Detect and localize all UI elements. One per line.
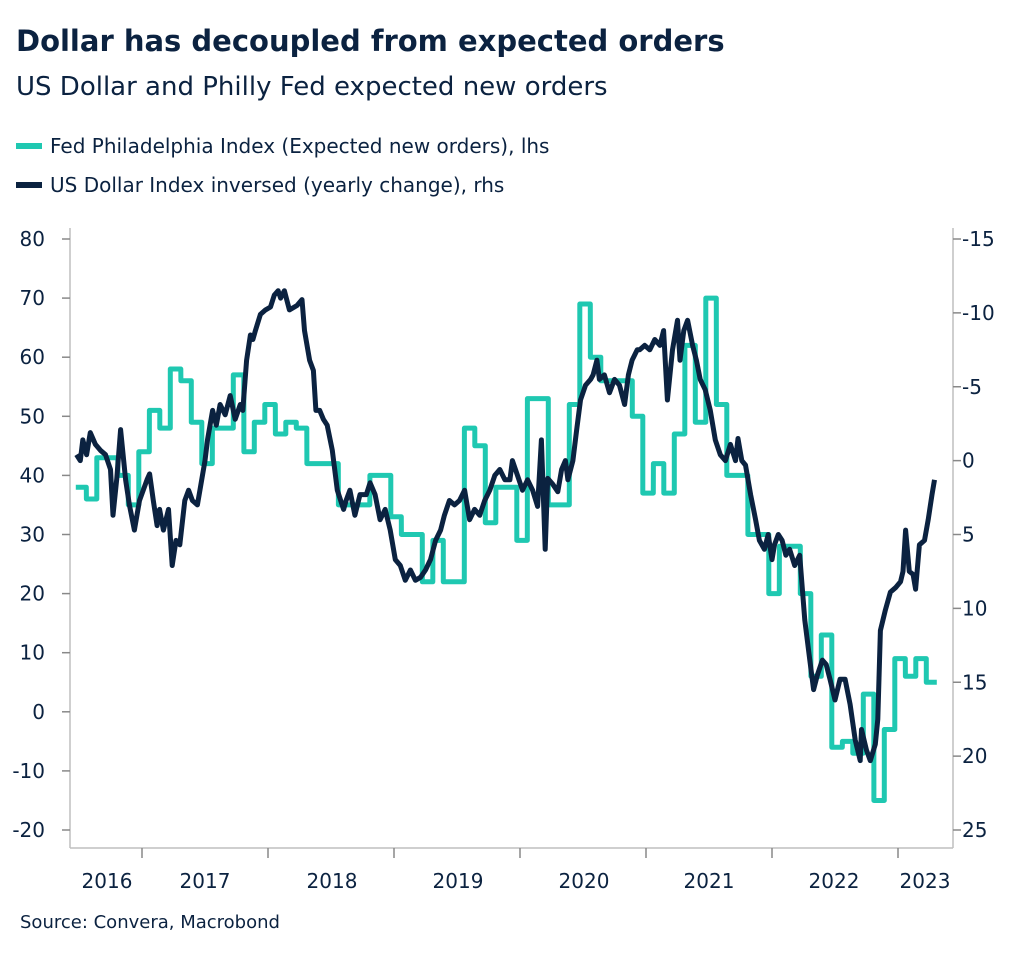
- right-tick-label: 25: [962, 818, 987, 842]
- left-tick-label: 0: [32, 700, 45, 724]
- x-tick-label: 2022: [809, 869, 860, 893]
- legend-label-dollar: US Dollar Index inversed (yearly change)…: [50, 173, 505, 197]
- right-tick-label: -10: [962, 301, 995, 325]
- left-tick-label: 30: [20, 523, 45, 547]
- legend-swatch-dollar: [16, 182, 42, 188]
- x-tick-label: 2023: [900, 869, 951, 893]
- chart-title: Dollar has decoupled from expected order…: [16, 24, 725, 58]
- right-tick-label: 20: [962, 744, 987, 768]
- right-tick-label: 0: [962, 449, 975, 473]
- series-line-us-dollar: [74, 288, 937, 764]
- left-tick-label: 10: [20, 641, 45, 665]
- right-tick-label: 15: [962, 670, 987, 694]
- left-tick-label: 60: [20, 345, 45, 369]
- left-tick-label: 50: [20, 404, 45, 428]
- x-tick-label: 2019: [433, 869, 484, 893]
- legend-item-philly: Fed Philadelphia Index (Expected new ord…: [16, 134, 549, 158]
- left-tick-label: 80: [20, 227, 45, 251]
- x-tick-label: 2020: [559, 869, 610, 893]
- right-tick-label: 10: [962, 596, 987, 620]
- x-tick-label: 2021: [684, 869, 735, 893]
- right-tick-label: -5: [962, 375, 982, 399]
- legend-label-philly: Fed Philadelphia Index (Expected new ord…: [50, 134, 550, 158]
- right-tick-label: 5: [962, 523, 975, 547]
- right-tick-label: -15: [962, 227, 995, 251]
- source-note: Source: Convera, Macrobond: [20, 912, 280, 933]
- legend-swatch-philly: [16, 143, 42, 149]
- legend-item-dollar: US Dollar Index inversed (yearly change)…: [16, 173, 504, 197]
- chart-subtitle: US Dollar and Philly Fed expected new or…: [16, 72, 608, 102]
- x-tick-label: 2017: [180, 869, 231, 893]
- left-tick-label: 70: [20, 286, 45, 310]
- left-tick-label: -10: [12, 759, 45, 783]
- x-tick-label: 2018: [307, 869, 358, 893]
- x-tick-label: 2016: [82, 869, 133, 893]
- series-line-philly-fed: [75, 295, 937, 803]
- left-tick-label: -20: [12, 818, 45, 842]
- left-tick-label: 40: [20, 463, 45, 487]
- left-tick-label: 20: [20, 582, 45, 606]
